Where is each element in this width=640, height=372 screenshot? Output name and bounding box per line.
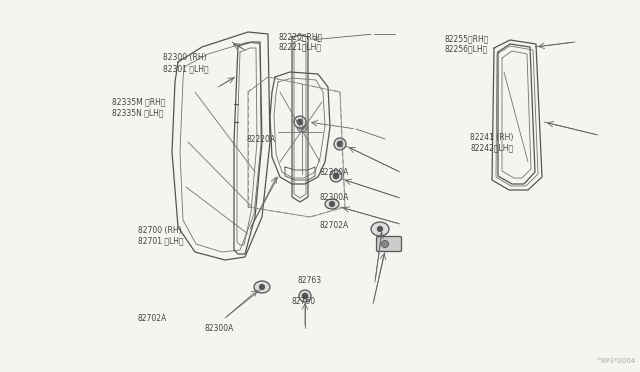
Circle shape [378, 227, 383, 231]
Circle shape [300, 125, 305, 129]
Text: 82335M 〈RH〉: 82335M 〈RH〉 [112, 98, 166, 107]
Circle shape [381, 241, 388, 247]
Circle shape [259, 285, 264, 289]
Text: 82255〈RH〉: 82255〈RH〉 [445, 35, 489, 44]
Circle shape [302, 293, 308, 299]
Text: 82701 〈LH〉: 82701 〈LH〉 [138, 237, 183, 246]
Circle shape [334, 138, 346, 150]
Text: 82702A: 82702A [320, 221, 349, 230]
Text: 82221〈LH〉: 82221〈LH〉 [278, 42, 321, 51]
Circle shape [297, 122, 307, 132]
Ellipse shape [371, 222, 389, 236]
Text: 82241 (RH): 82241 (RH) [470, 133, 514, 142]
Circle shape [299, 290, 311, 302]
Ellipse shape [325, 199, 339, 209]
Text: 82760: 82760 [291, 297, 316, 306]
Text: 82300A: 82300A [320, 193, 349, 202]
Circle shape [330, 202, 335, 206]
Text: 82256〈LH〉: 82256〈LH〉 [445, 45, 488, 54]
Text: 82220〈RH〉: 82220〈RH〉 [278, 33, 323, 42]
Text: 82335N 〈LH〉: 82335N 〈LH〉 [112, 108, 163, 117]
Text: 82300 (RH): 82300 (RH) [163, 53, 207, 62]
Text: 82220A: 82220A [246, 135, 276, 144]
Circle shape [337, 141, 342, 147]
Circle shape [294, 116, 306, 128]
Circle shape [333, 173, 339, 179]
Text: 82763: 82763 [298, 276, 322, 285]
Text: 82300A: 82300A [205, 324, 234, 333]
Ellipse shape [254, 281, 270, 293]
Text: 82301 〈LH〉: 82301 〈LH〉 [163, 64, 209, 73]
Text: 82300A: 82300A [320, 169, 349, 177]
Text: 82700 (RH): 82700 (RH) [138, 226, 181, 235]
Text: ^8P3*0004: ^8P3*0004 [595, 358, 635, 364]
Circle shape [298, 119, 303, 125]
FancyBboxPatch shape [376, 237, 401, 251]
Text: 82242〈LH〉: 82242〈LH〉 [470, 144, 513, 153]
Text: 82702A: 82702A [138, 314, 167, 323]
Circle shape [330, 170, 342, 182]
